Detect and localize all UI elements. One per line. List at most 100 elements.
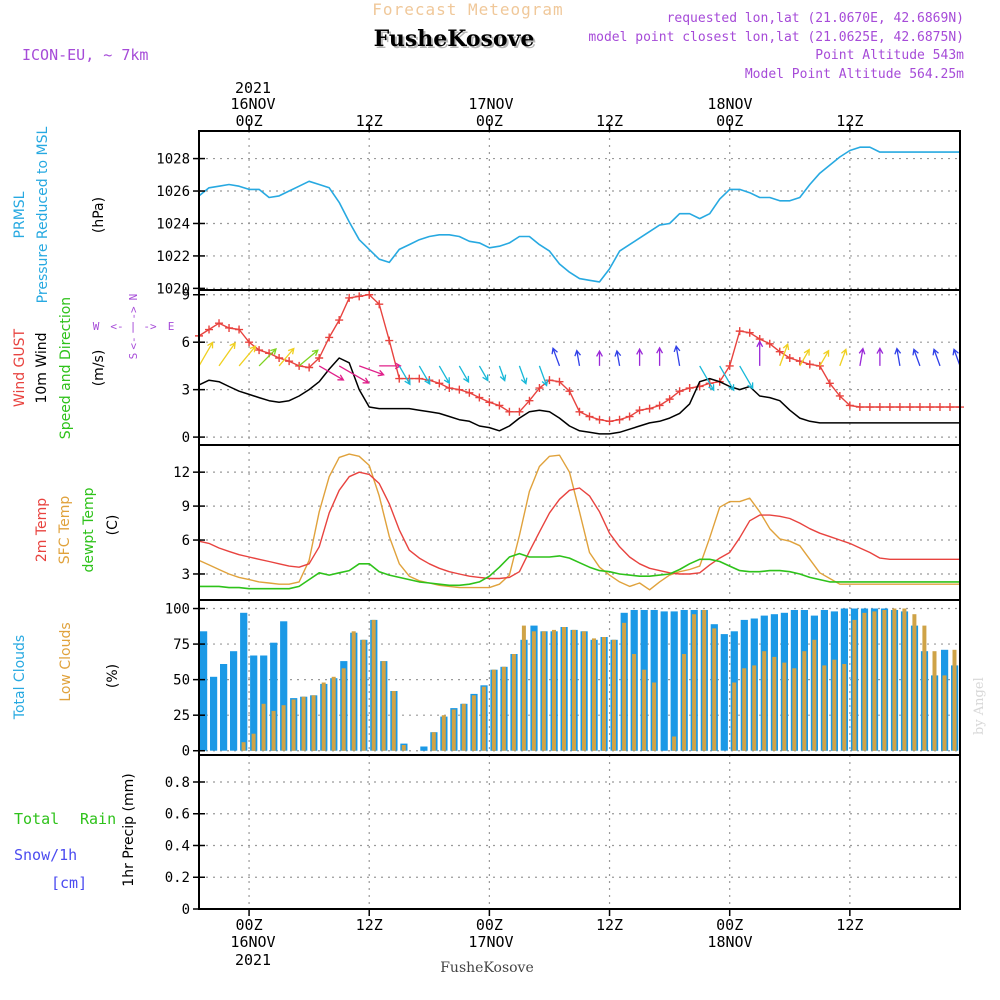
gust-point (365, 290, 374, 299)
gust-point (865, 403, 874, 412)
total-cloud-bar (280, 621, 288, 751)
gust-point (775, 347, 784, 356)
wind-direction-arrow (596, 349, 603, 366)
gust-point (515, 407, 524, 416)
frame-pressure (198, 130, 961, 291)
low-cloud-bar (952, 649, 957, 751)
ytick-label-wind-2: 6 (182, 335, 190, 351)
low-cloud-bar (491, 669, 496, 751)
sfc-temp-line (198, 453, 960, 591)
pressure-line (198, 146, 960, 283)
wind-speed-line (198, 357, 960, 435)
model-point-altitude: Model Point Altitude 564.25m (745, 67, 964, 82)
wind-direction-arrow (858, 347, 866, 367)
gust-point (825, 379, 834, 388)
low-cloud-bar (892, 608, 897, 751)
compass-center-pipe: | (130, 320, 137, 333)
precip-label-cm: [cm] (51, 874, 87, 892)
low-cloud-bar (762, 651, 767, 751)
low-cloud-bar (381, 661, 386, 751)
compass-w: W (93, 320, 100, 333)
low-cloud-bar (672, 736, 677, 751)
year-top: 2021 (235, 79, 271, 97)
hour-label-bottom-5: 12Z (836, 916, 863, 934)
gust-point (655, 401, 664, 410)
gust-point (835, 391, 844, 400)
product-title: Forecast Meteogram (372, 0, 563, 19)
wind-label-dir: Speed and Direction (58, 297, 74, 439)
wind-direction-arrow (498, 365, 507, 382)
ytick-label-clouds-1: 25 (173, 708, 190, 724)
low-cloud-bar (351, 631, 356, 751)
ytick-label-wind-3: 9 (182, 288, 190, 304)
hour-labels-top: 00Z 12Z 00Z 12Z 00Z 12Z (236, 112, 864, 130)
temp-2m-line (198, 471, 960, 580)
wind-direction-arrow (258, 347, 277, 367)
wind-direction-arrow (614, 349, 622, 367)
total-cloud-bar (230, 651, 238, 751)
gust-point (925, 403, 934, 412)
wind-direction-arrow (438, 365, 450, 385)
closest-coords: model point closest lon,lat (21.0625E, 4… (588, 30, 964, 45)
low-cloud-bar (592, 638, 596, 751)
gust-point (505, 407, 514, 416)
low-cloud-bar (521, 625, 526, 751)
gust-point (745, 328, 754, 337)
ytick-label-precip-4: 0.8 (165, 775, 190, 791)
total-cloud-bar (420, 746, 428, 751)
hour-labels-bottom: 00Z 12Z 00Z 12Z 00Z 12Z (236, 916, 864, 934)
gust-point (875, 403, 884, 412)
pressure-label-1: PRMSL (12, 191, 28, 238)
wind-direction-arrow (719, 365, 735, 392)
low-cloud-bar (882, 610, 887, 751)
gust-point (885, 403, 894, 412)
date-label-bottom-1: 16NOV (230, 933, 275, 951)
wind-direction-arrow (218, 341, 236, 367)
y-tick-labels: 1020 1022 1024 1026 1028 0 3 6 9 3 6 9 12 0 25 50 75 100 0… (156, 152, 190, 918)
ytick-label-wind-0: 0 (182, 430, 190, 446)
low-cloud-bar (752, 665, 757, 751)
gust-point (665, 395, 674, 404)
low-cloud-bar (842, 664, 847, 751)
gust-point (485, 398, 494, 407)
wind-direction-arrow (238, 345, 257, 367)
low-cloud-bar (431, 732, 436, 751)
wind-direction-arrow (636, 347, 644, 366)
panel-frames (193, 124, 961, 916)
requested-coords: requested lon,lat (21.0670E, 42.6869N) (667, 11, 964, 26)
wind-direction-arrow (779, 342, 790, 367)
total-cloud-bar (240, 612, 248, 751)
low-cloud-bar (251, 733, 256, 751)
low-cloud-bar (942, 675, 947, 751)
compass-rose: W <- | -> E N -> <- S (93, 294, 175, 360)
gust-point (785, 354, 794, 363)
hour-label-top-0: 00Z (236, 112, 263, 130)
low-cloud-bar (772, 656, 777, 751)
year-bottom: 2021 (235, 951, 271, 969)
low-cloud-bar (822, 665, 827, 751)
wind-direction-arrow (398, 365, 411, 386)
hour-label-bottom-0: 00Z (236, 916, 263, 934)
low-cloud-bar (622, 622, 627, 751)
low-cloud-bar (401, 745, 406, 751)
gust-point (905, 403, 914, 412)
precip-unit: 1hr Precip (mm) (121, 773, 137, 886)
wind-direction-arrow (839, 348, 848, 367)
hour-label-top-3: 12Z (596, 112, 623, 130)
gust-point (245, 338, 254, 347)
low-cloud-bar (732, 682, 737, 751)
dewpt-temp-line (199, 552, 960, 590)
station-title-shadow: FusheKosove (376, 28, 537, 54)
gust-point (725, 361, 734, 370)
gust-point (285, 357, 294, 366)
low-cloud-bar (552, 629, 556, 751)
ytick-label-clouds-3: 75 (173, 637, 190, 653)
total-cloud-bar (200, 631, 208, 751)
gust-point (765, 339, 774, 348)
low-cloud-bar (782, 662, 787, 751)
gust-point (435, 379, 444, 388)
ytick-label-precip-3: 0.6 (165, 807, 190, 823)
date-label-top-1: 16NOV (230, 95, 275, 113)
wind-direction-arrow (894, 347, 902, 367)
wind-direction-arrow (318, 365, 345, 381)
